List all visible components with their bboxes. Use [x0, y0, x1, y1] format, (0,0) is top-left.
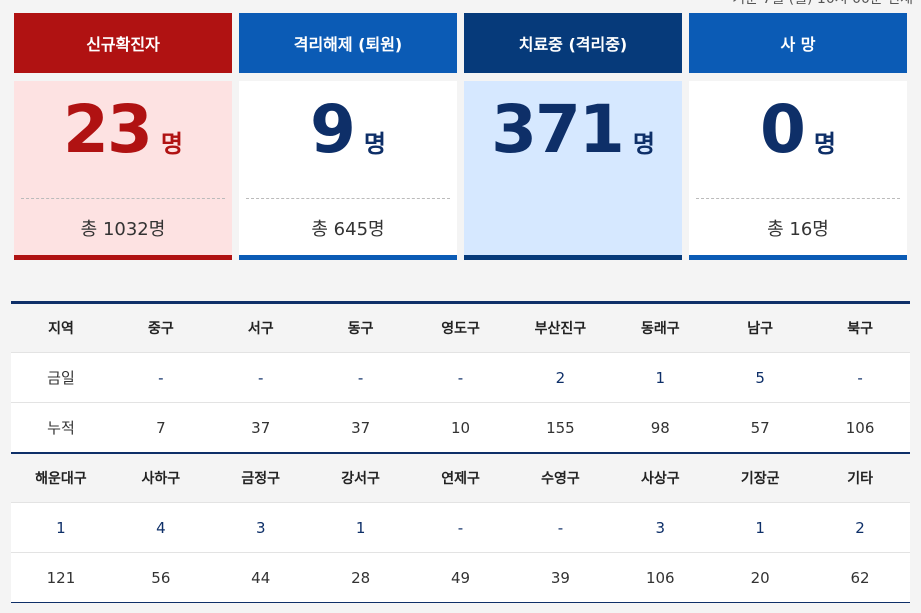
card-body: 23 명 총 1032명 [14, 81, 232, 255]
table-cell: 3 [255, 518, 266, 537]
card-title: 치료중 (격리중) [464, 13, 682, 73]
table-cell: 62 [850, 568, 870, 587]
table-row-cumulative: 121 56 44 28 49 39 106 20 62 [11, 553, 910, 603]
table-cell: - [457, 368, 464, 387]
table-cell: 누적 [47, 419, 75, 437]
table-row-cumulative: 누적 7 37 37 10 155 98 57 106 [11, 403, 910, 454]
table-cell: 2 [855, 518, 865, 537]
header-cell: 해운대구 [35, 471, 87, 487]
table-cell: - [557, 518, 564, 537]
header-cell: 지역 [48, 321, 74, 337]
table-cell: 37 [251, 418, 271, 437]
header-cell: 사상구 [640, 471, 680, 487]
table-cell: 20 [750, 568, 770, 587]
card-unit: 명 [632, 130, 655, 158]
card-body: 371 명 [464, 81, 682, 255]
header-cell: 부산진구 [534, 321, 587, 337]
table-cell: 1 [755, 518, 765, 537]
header-cell: 금정구 [241, 471, 281, 487]
table-cell: - [158, 368, 164, 387]
card-deaths: 사 망 0 명 총 16명 [689, 13, 907, 260]
card-total: 총 16명 [767, 219, 829, 240]
table-cell: 5 [755, 368, 765, 387]
table-cell: 44 [251, 568, 271, 587]
card-unit: 명 [160, 130, 183, 158]
table-cell: 10 [450, 418, 471, 437]
card-in-treatment: 치료중 (격리중) 371 명 [464, 13, 682, 260]
divider [21, 198, 225, 199]
card-unit: 명 [813, 130, 837, 158]
table-cell: 3 [655, 518, 666, 537]
table-row-today: 금일 - - - - 2 1 5 - [11, 353, 910, 403]
card-released: 격리해제 (퇴원) 9 명 총 645명 [239, 13, 457, 260]
header-cell: 북구 [847, 321, 873, 337]
table-cell: - [457, 518, 464, 537]
header-cell: 영도구 [441, 321, 480, 337]
table-cell: 4 [156, 518, 166, 537]
table-cell: 39 [550, 568, 570, 587]
card-bar [689, 255, 907, 260]
card-bar [14, 255, 232, 260]
header-cell: 연제구 [441, 471, 480, 487]
table-cell: 155 [546, 418, 575, 437]
table-cell: 1 [56, 518, 66, 537]
table-cell: 금일 [47, 369, 75, 387]
table-cell: 49 [450, 568, 471, 587]
table-cell: 28 [351, 568, 371, 587]
table-cell: 1 [355, 518, 366, 537]
card-value: 23 [63, 91, 153, 168]
table-header-row: 해운대구 사하구 금정구 강서구 연제구 수영구 사상구 기장군 기타 [11, 454, 910, 503]
divider [246, 198, 450, 199]
card-total: 총 645명 [311, 219, 385, 240]
header-cell: 사하구 [141, 471, 181, 487]
card-title: 신규확진자 [14, 13, 232, 73]
header-cell: 강서구 [341, 471, 380, 487]
card-bar [239, 255, 457, 260]
table-cell: 7 [156, 418, 166, 437]
table-cell: 2 [555, 368, 566, 387]
table-cell: 98 [650, 418, 670, 437]
table-cell: 1 [655, 368, 666, 387]
divider [696, 198, 900, 199]
header-cell: 기장군 [740, 471, 780, 487]
header-cell: 동구 [347, 321, 374, 337]
table-cell: 121 [46, 568, 76, 587]
table-row-today: 1 4 3 1 - - 3 1 2 [11, 503, 910, 553]
card-title: 사 망 [689, 13, 907, 73]
card-value: 9 [309, 91, 356, 168]
header-cell: 남구 [747, 321, 774, 337]
card-title: 격리해제 (퇴원) [239, 13, 457, 73]
table-cell: 106 [645, 568, 675, 587]
card-bar [464, 255, 682, 260]
card-new-cases: 신규확진자 23 명 총 1032명 [14, 13, 232, 260]
district-table: 지역 중구 서구 동구 영도구 부산진구 동래구 남구 북구 금일 - - - … [11, 301, 910, 603]
table-cell: 37 [351, 418, 371, 437]
table-cell: - [357, 368, 364, 387]
card-body: 0 명 총 16명 [689, 81, 907, 255]
header-cell: 기타 [847, 471, 873, 487]
table-header-row: 지역 중구 서구 동구 영도구 부산진구 동래구 남구 북구 [11, 304, 910, 353]
table-cell: 56 [151, 568, 171, 587]
header-cell: 서구 [247, 321, 274, 337]
status-cards: 신규확진자 23 명 총 1032명 격리해제 (퇴원) 9 명 총 645명 … [14, 13, 907, 260]
card-value: 371 [491, 91, 625, 168]
card-value: 0 [759, 91, 806, 168]
card-body: 9 명 총 645명 [239, 81, 457, 255]
table-cell: 57 [750, 418, 770, 437]
table-cell: - [258, 368, 264, 387]
header-cell: 중구 [147, 321, 174, 337]
header-cell: 수영구 [541, 471, 580, 487]
update-time-note: 기준 7월 (월) 10시 00분 현재 [732, 0, 913, 8]
header-cell: 동래구 [640, 321, 680, 337]
table-cell: - [857, 368, 863, 387]
table-cell: 106 [845, 418, 875, 437]
card-unit: 명 [363, 130, 387, 158]
card-total: 총 1032명 [80, 219, 166, 240]
